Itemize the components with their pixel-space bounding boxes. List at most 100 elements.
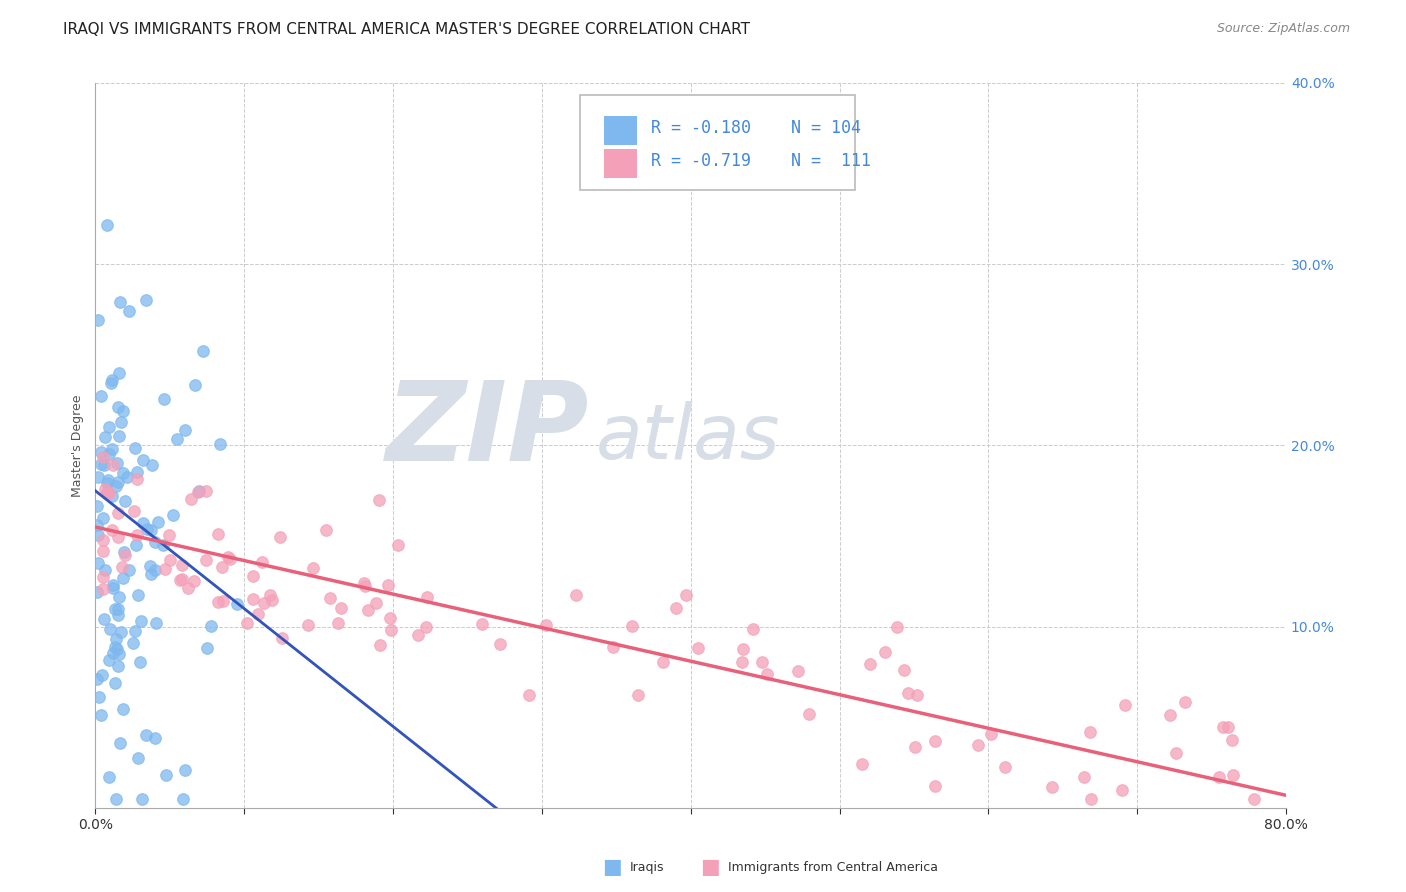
Point <box>105 632 128 646</box>
Point <box>353 579 375 593</box>
Point <box>104 602 127 616</box>
Point <box>177 581 200 595</box>
Point <box>200 619 222 633</box>
Point <box>107 530 129 544</box>
Point <box>103 646 125 660</box>
Point <box>101 582 124 596</box>
Point <box>100 489 122 503</box>
Point <box>665 601 688 615</box>
Point <box>136 522 159 536</box>
Point <box>187 485 209 500</box>
Point <box>153 392 176 406</box>
Point <box>621 618 644 632</box>
Point <box>859 657 882 671</box>
FancyBboxPatch shape <box>579 95 855 190</box>
Bar <box>603 149 637 178</box>
Point <box>364 596 387 610</box>
Text: Source: ZipAtlas.com: Source: ZipAtlas.com <box>1216 22 1350 36</box>
Point <box>1222 767 1244 781</box>
Point <box>98 770 121 784</box>
Point <box>114 494 136 508</box>
Point <box>301 561 323 575</box>
Point <box>675 588 697 602</box>
Point <box>242 568 264 582</box>
Point <box>125 472 148 486</box>
Point <box>127 751 149 765</box>
Point <box>96 476 118 491</box>
Point <box>110 415 132 429</box>
Point <box>173 763 195 777</box>
Point <box>155 768 177 782</box>
Point <box>378 611 401 625</box>
Point <box>91 511 114 525</box>
Point <box>87 528 110 542</box>
Point <box>194 553 217 567</box>
Point <box>104 640 127 655</box>
Text: R = -0.719    N =  111: R = -0.719 N = 111 <box>651 153 872 170</box>
Point <box>250 555 273 569</box>
Point <box>132 452 155 467</box>
Point <box>315 524 337 538</box>
Point <box>602 640 624 655</box>
Point <box>107 659 129 673</box>
Point <box>91 544 114 558</box>
Point <box>162 508 184 523</box>
Point <box>489 637 512 651</box>
Point <box>127 588 149 602</box>
Point <box>924 779 946 793</box>
Point <box>1078 724 1101 739</box>
Point <box>127 465 149 479</box>
Point <box>166 432 188 446</box>
Point <box>90 445 112 459</box>
Point <box>211 593 233 607</box>
Point <box>159 553 181 567</box>
Point <box>87 469 110 483</box>
Point <box>380 623 402 637</box>
Point <box>96 218 118 232</box>
Point <box>1073 770 1095 784</box>
Point <box>105 479 128 493</box>
Point <box>86 585 108 599</box>
Point <box>406 628 429 642</box>
Point <box>172 558 194 572</box>
Point <box>194 483 217 498</box>
Text: R = -0.180    N = 104: R = -0.180 N = 104 <box>651 119 862 136</box>
Point <box>994 760 1017 774</box>
Point <box>1159 707 1181 722</box>
Point <box>98 622 121 636</box>
Point <box>184 378 207 392</box>
Point <box>742 622 765 636</box>
Point <box>100 376 122 391</box>
Point <box>86 673 108 687</box>
Point <box>730 655 752 669</box>
Point <box>111 701 134 715</box>
Point <box>108 647 131 661</box>
Point <box>195 641 218 656</box>
Point <box>125 538 148 552</box>
Point <box>139 558 162 573</box>
Point <box>90 388 112 402</box>
Point <box>98 420 121 434</box>
Point <box>297 617 319 632</box>
Point <box>259 589 281 603</box>
Point <box>897 686 920 700</box>
Point <box>211 560 233 574</box>
Point <box>139 523 162 537</box>
Point <box>329 600 352 615</box>
Text: ZIP: ZIP <box>387 377 589 484</box>
Point <box>107 602 129 616</box>
Point <box>471 617 494 632</box>
Point <box>93 482 115 496</box>
Point <box>173 792 195 806</box>
Point <box>108 428 131 442</box>
Point <box>112 545 135 559</box>
Point <box>96 484 118 499</box>
Point <box>1220 732 1243 747</box>
Point <box>219 552 242 566</box>
Point <box>108 736 131 750</box>
Point <box>146 516 169 530</box>
Point <box>319 591 342 606</box>
Point <box>131 516 153 530</box>
Point <box>886 620 908 634</box>
Point <box>797 707 820 722</box>
